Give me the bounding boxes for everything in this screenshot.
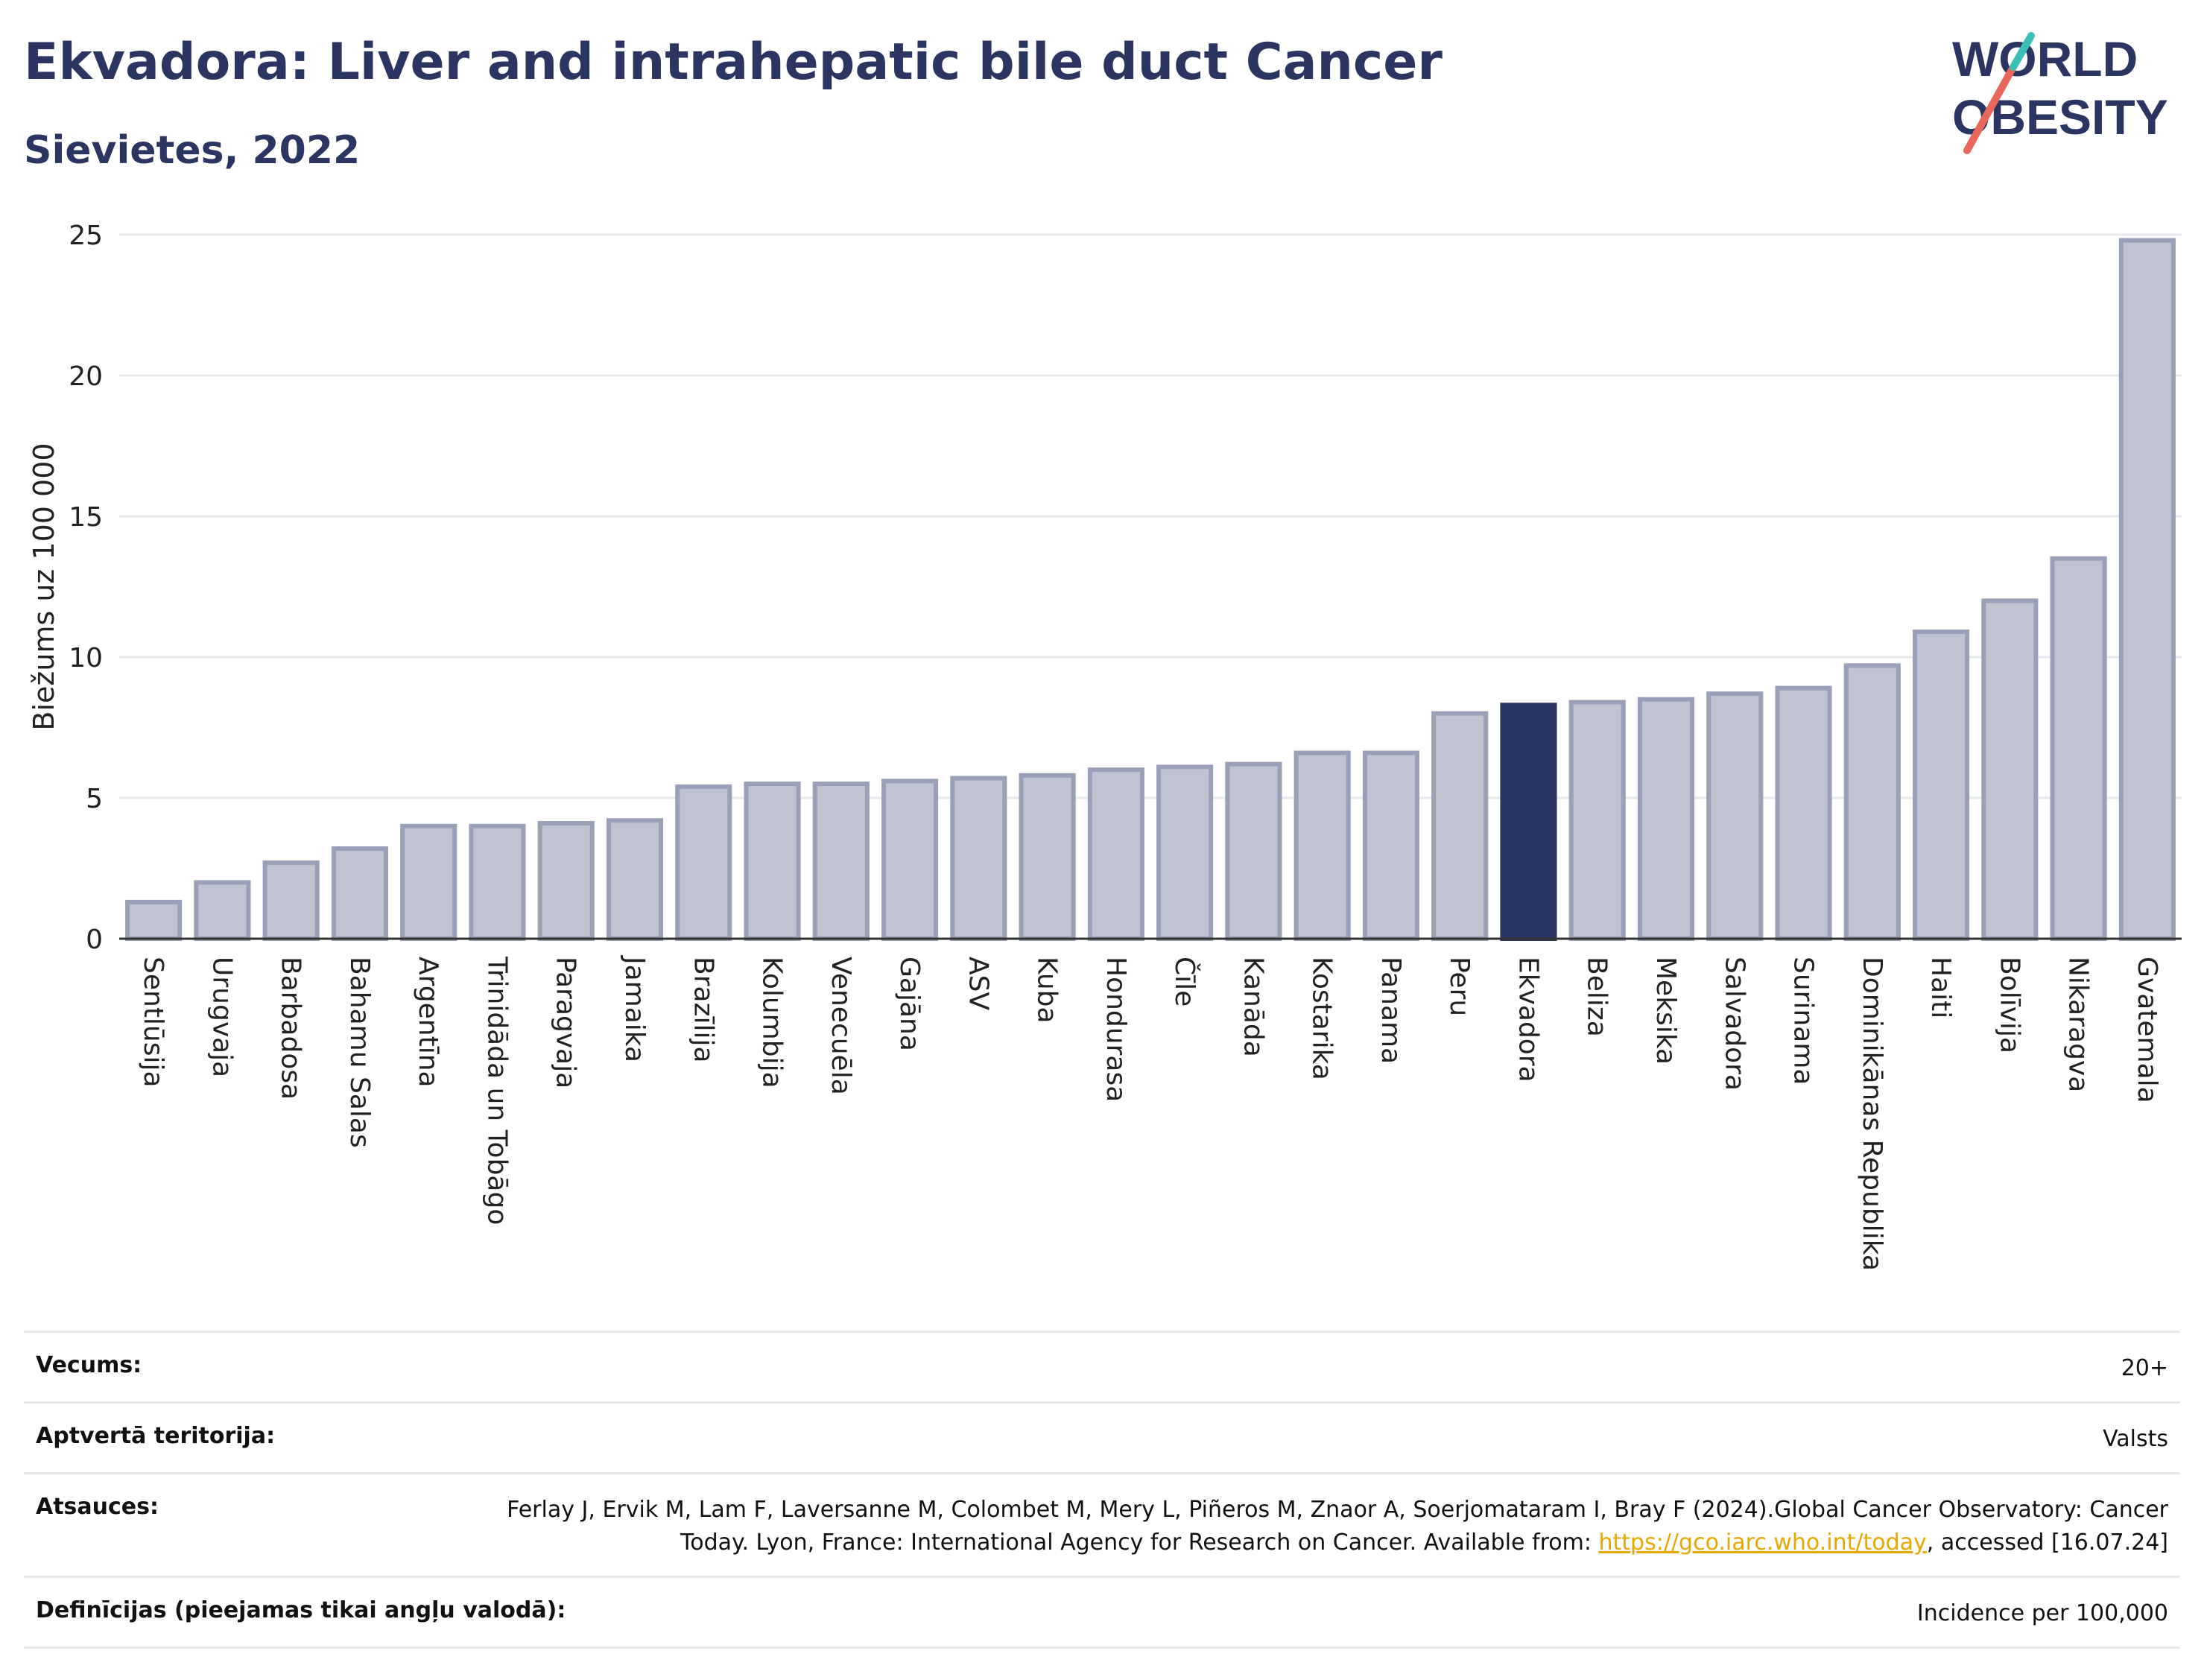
bar [1706,691,1764,941]
x-tick-label: Gvatemala [2132,957,2162,1103]
references-tail: , accessed [16.07.24] [1926,1530,2168,1556]
x-tick-label: Kuba [1032,957,1063,1024]
references-text: Ferlay J, Ervik M, Lam F, Laversanne M, … [507,1497,2168,1556]
y-tick-label: 10 [69,643,103,673]
x-tick-label: Jamaika [619,955,650,1062]
bar [331,846,388,941]
x-tick-label: Urugvaja [206,957,237,1077]
bar [537,821,595,942]
bar [194,880,251,942]
bar [1087,767,1144,942]
bar [950,776,1007,941]
age-value: 20+ [2121,1355,2168,1381]
y-tick-label: 0 [86,925,103,955]
info-row-age: Vecums: 20+ [24,1331,2180,1401]
bar [1637,697,1695,941]
x-tick-label: Dominikānas Republika [1857,957,1887,1271]
bar [812,782,870,941]
chart-title: Ekvadora: Liver and intrahepatic bile du… [24,33,1443,92]
bar [1568,700,1626,941]
x-tick-label: Kolumbija [757,957,788,1088]
x-tick-label: Haiti [1925,957,1956,1018]
bar [1775,685,1832,942]
age-label: Vecums: [36,1352,142,1378]
x-tick-label: Meksika [1650,957,1681,1065]
x-tick-label: Beliza [1582,957,1612,1037]
x-tick-label: Argentīna [413,957,443,1088]
logo-slash-red [1963,63,2017,154]
x-tick-label: Trinidāda un Tobāgo [481,956,512,1225]
x-tick-label: Venecuēla [826,957,856,1095]
references-label: Atsauces: [36,1494,159,1520]
x-tick-label: Kostarika [1307,957,1337,1080]
info-row-territory: Aptvertā teritorija: Valsts [24,1401,2180,1472]
x-tick-label: Barbadosa [276,957,306,1100]
x-tick-label: Peru [1444,957,1475,1016]
bar [675,784,732,941]
bar [2118,238,2176,941]
x-tick-label: Bahamu Salas [344,957,375,1148]
bar [1362,750,1419,942]
x-tick-label: Nikaragva [2063,957,2094,1092]
y-tick-label: 20 [69,361,103,392]
x-tick-label: Brazīlija [688,957,718,1063]
y-axis-label: Biežums uz 100 000 [28,443,60,730]
bar [1981,598,2039,942]
bar [881,779,939,941]
x-tick-label: Čīle [1169,957,1200,1007]
x-tick-label: Surinama [1788,957,1819,1085]
bar [744,782,801,941]
logo-line-1: WORLD [1952,31,2138,86]
world-obesity-logo: WORLD OBESITY [1952,31,2168,154]
x-tick-label: Kanāda [1238,957,1268,1057]
territory-value: Valsts [2103,1426,2168,1452]
chart-subtitle: Sievietes, 2022 [24,128,361,173]
definitions-label: Definīcijas (pieejamas tikai angļu valod… [36,1597,566,1623]
bar [1019,773,1076,942]
x-tick-label: ASV [963,957,993,1010]
logo-slash-teal [2010,32,2035,71]
territory-label: Aptvertā teritorija: [36,1423,276,1449]
x-tick-label: Panama [1375,957,1406,1064]
definitions-value: Incidence per 100,000 [1916,1600,2168,1626]
bar [125,899,183,941]
bar [1293,750,1351,942]
info-row-references: Atsauces: Ferlay J, Ervik M, Lam F, Lave… [24,1472,2180,1576]
x-tick-label: Hondurasa [1101,957,1131,1102]
references-value: Ferlay J, Ervik M, Lam F, Laversanne M, … [455,1494,2168,1559]
bar [1913,629,1970,941]
references-link[interactable]: https://gco.iarc.who.int/today [1598,1530,1927,1556]
bar-chart: 0 5 10 15 20 25 Biežums uz 100 000 Sentlūsija Ur… [28,221,2182,1271]
bar [469,823,526,941]
x-tick-label: Sentlūsija [138,957,168,1088]
bar [2050,556,2107,941]
info-row-definitions: Definīcijas (pieejamas tikai angļu valod… [24,1576,2180,1649]
info-table: Vecums: 20+ Aptvertā teritorija: Valsts … [24,1331,2180,1649]
bar [1431,711,1489,941]
bar [606,818,664,941]
bar [1156,764,1214,941]
x-tick-label: Ekvadora [1513,957,1543,1083]
x-tick-label: Bolīvija [1994,957,2024,1053]
bar [1500,703,1557,941]
bar [400,823,457,941]
y-tick-label: 5 [86,784,103,814]
x-tick-label: Gajāna [894,957,925,1051]
x-tick-label: Salvadora [1719,957,1749,1091]
bar [1843,663,1901,942]
y-tick-label: 25 [69,221,103,251]
bar [262,860,320,941]
y-tick-label: 15 [69,502,103,533]
x-tick-label: Paragvaja [551,957,581,1088]
bar [1225,761,1282,942]
